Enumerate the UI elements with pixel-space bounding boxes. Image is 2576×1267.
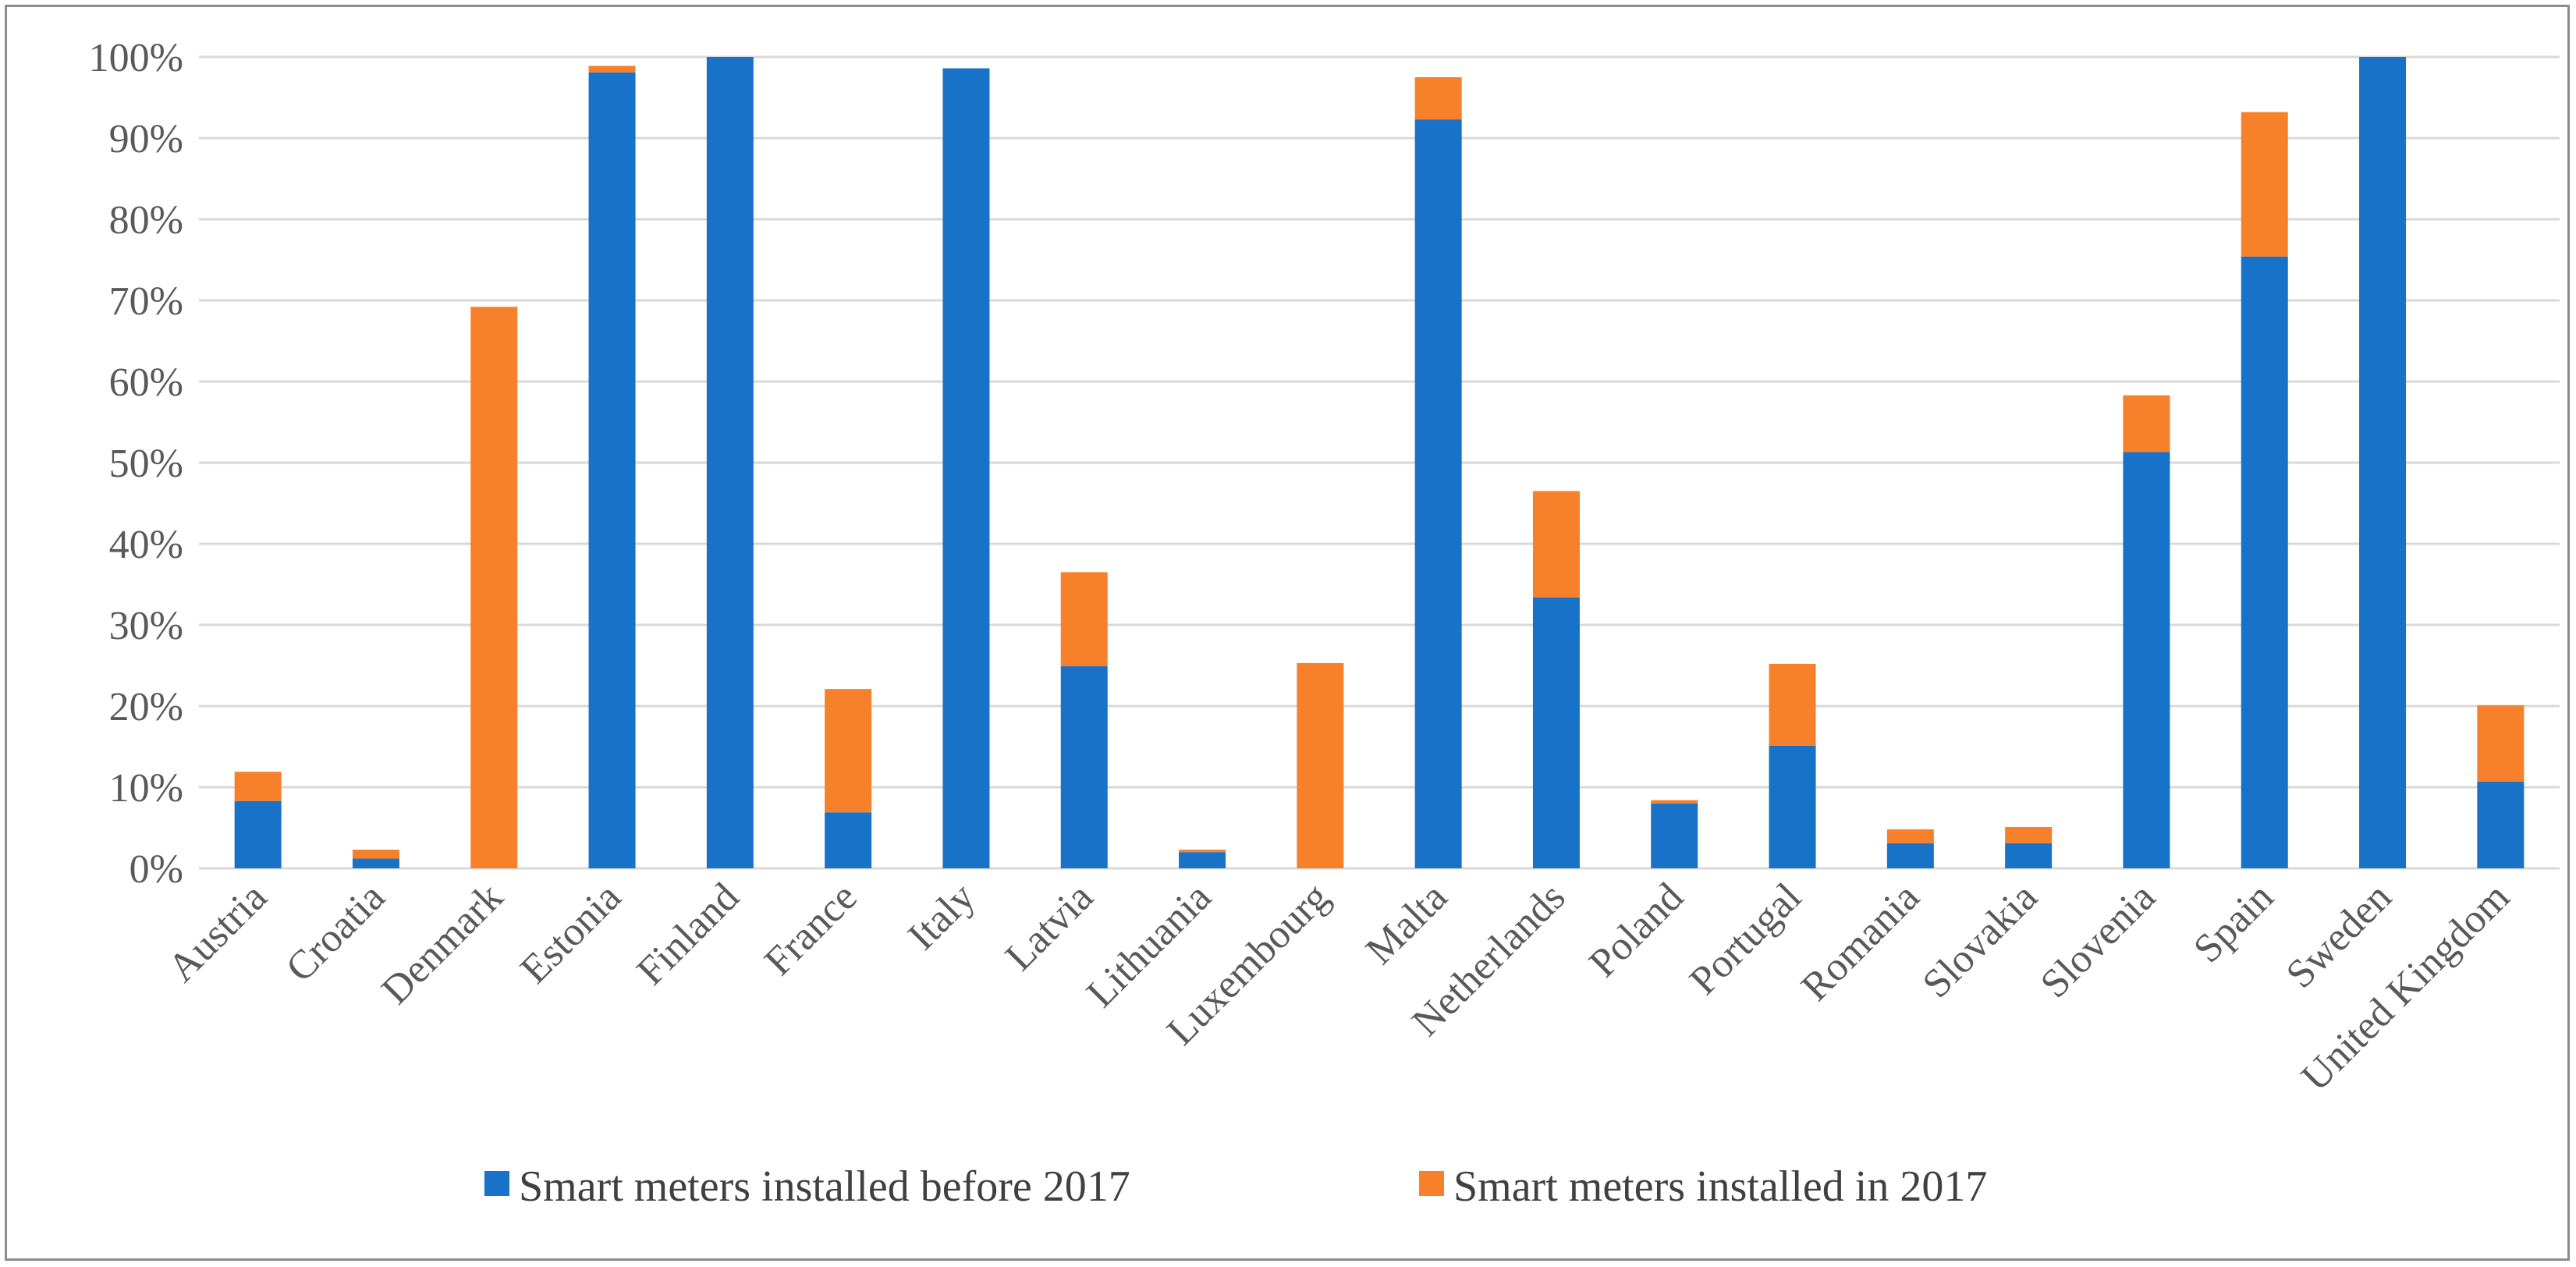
y-tick-label: 0% xyxy=(130,847,183,892)
bar-before-2017-france xyxy=(825,812,872,868)
bar-before-2017-netherlands xyxy=(1532,597,1580,868)
bar-before-2017-slovenia xyxy=(2123,452,2170,868)
x-category-label: Malta xyxy=(1357,875,1456,973)
y-axis-tick-labels: 0% 10% 20% 30% 40% 50% 60% 70% 80% 90% 100% xyxy=(89,36,183,892)
chart-svg: 0% 10% 20% 30% 40% 50% 60% 70% 80% 90% 100% Austri… xyxy=(89,36,2560,1211)
x-category-label: Denmark xyxy=(374,875,512,1013)
x-category-label: Spain xyxy=(2185,875,2282,971)
bar-in-2017-portugal xyxy=(1769,663,1816,746)
bar-in-2017-poland xyxy=(1651,800,1698,804)
bar-in-2017-france xyxy=(825,689,872,813)
x-category-label: Croatia xyxy=(278,875,394,991)
bar-before-2017-poland xyxy=(1651,803,1698,868)
legend-label-in-2017: Smart meters installed in 2017 xyxy=(1453,1162,1987,1211)
legend: Smart meters installed before 2017 Smart … xyxy=(484,1162,1987,1211)
bar-in-2017-denmark xyxy=(470,307,518,868)
x-category-label: Poland xyxy=(1581,875,1691,985)
legend-swatch-before-2017 xyxy=(484,1171,509,1196)
y-tick-label: 70% xyxy=(109,279,183,324)
bar-in-2017-romania xyxy=(1886,829,1934,843)
x-category-label: Romania xyxy=(1793,875,1928,1010)
bar-in-2017-austria xyxy=(234,772,282,801)
legend-swatch-in-2017 xyxy=(1419,1171,1444,1196)
y-tick-label: 30% xyxy=(109,604,183,648)
bar-before-2017-portugal xyxy=(1769,745,1816,868)
x-category-label: United Kingdom xyxy=(2293,875,2517,1099)
y-tick-label: 60% xyxy=(109,360,183,405)
bar-before-2017-united-kingdom xyxy=(2477,781,2525,868)
bar-before-2017-austria xyxy=(234,800,282,868)
bar-before-2017-malta xyxy=(1414,119,1462,868)
bar-in-2017-luxembourg xyxy=(1297,662,1344,868)
bar-in-2017-estonia xyxy=(588,66,636,73)
y-tick-label: 10% xyxy=(109,766,183,811)
bar-in-2017-slovakia xyxy=(2005,826,2053,843)
bars xyxy=(234,57,2525,869)
bar-before-2017-slovakia xyxy=(2005,843,2053,868)
bar-before-2017-croatia xyxy=(352,858,399,868)
x-category-label: Italy xyxy=(899,875,984,959)
chart-frame: 0% 10% 20% 30% 40% 50% 60% 70% 80% 90% 100% Austri… xyxy=(5,5,2570,1261)
bar-before-2017-italy xyxy=(942,68,990,868)
bar-before-2017-estonia xyxy=(588,72,636,868)
bar-in-2017-latvia xyxy=(1060,572,1108,667)
x-category-label: Estonia xyxy=(512,875,630,992)
bar-in-2017-united-kingdom xyxy=(2477,704,2525,782)
y-tick-label: 40% xyxy=(109,523,183,567)
x-category-label: France xyxy=(756,875,865,984)
bar-in-2017-lithuania xyxy=(1179,850,1226,853)
x-category-label: Slovakia xyxy=(1914,875,2046,1006)
bar-in-2017-malta xyxy=(1414,77,1462,120)
gridlines xyxy=(199,55,2560,870)
y-tick-label: 100% xyxy=(89,36,183,80)
x-category-label: Portugal xyxy=(1681,875,1810,1003)
x-category-label: Latvia xyxy=(997,875,1102,979)
y-tick-label: 20% xyxy=(109,685,183,729)
bar-before-2017-latvia xyxy=(1060,666,1108,868)
bar-in-2017-croatia xyxy=(352,850,399,859)
y-tick-label: 50% xyxy=(109,442,183,486)
bar-before-2017-romania xyxy=(1886,843,1934,868)
x-category-label: Austria xyxy=(160,875,276,991)
bar-in-2017-spain xyxy=(2241,112,2288,257)
bar-before-2017-sweden xyxy=(2359,57,2407,868)
y-tick-label: 80% xyxy=(109,198,183,243)
bar-in-2017-netherlands xyxy=(1532,491,1580,598)
legend-label-before-2017: Smart meters installed before 2017 xyxy=(519,1162,1130,1211)
y-tick-label: 90% xyxy=(109,117,183,161)
x-category-label: Finland xyxy=(629,875,748,994)
bar-before-2017-finland xyxy=(706,57,754,868)
bar-before-2017-lithuania xyxy=(1179,852,1226,868)
bar-before-2017-spain xyxy=(2241,256,2288,869)
bar-in-2017-slovenia xyxy=(2123,395,2170,452)
x-category-label: Slovenia xyxy=(2032,875,2164,1006)
